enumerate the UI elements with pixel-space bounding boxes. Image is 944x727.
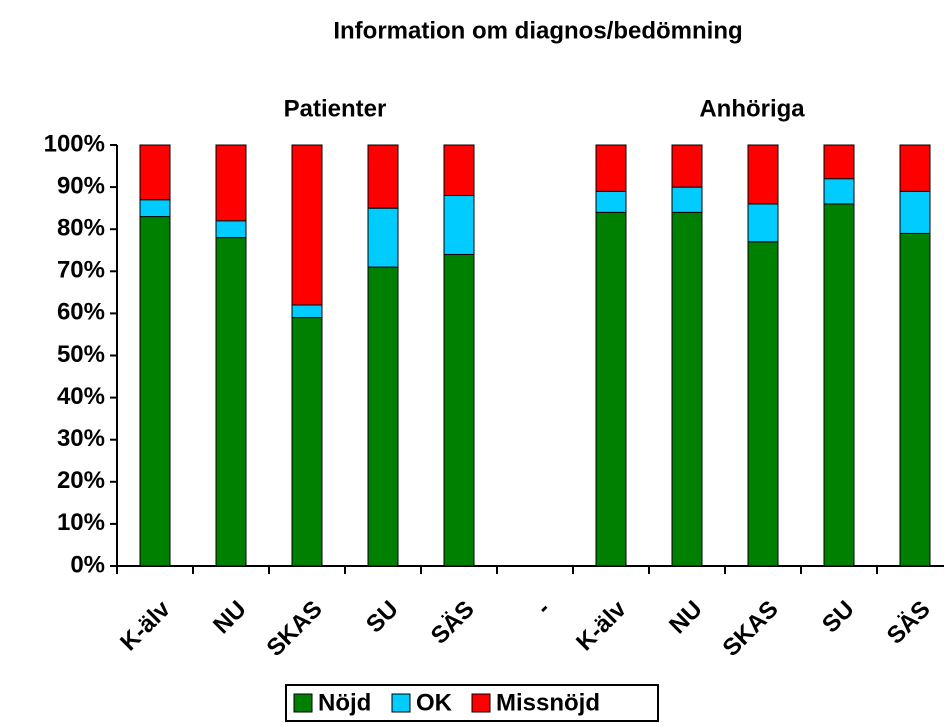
legend-label: OK <box>416 689 453 716</box>
bar-segment <box>443 144 475 197</box>
bar-segment <box>671 211 703 567</box>
bar-segment <box>367 207 399 268</box>
bar-segment <box>215 144 247 222</box>
bar-segment <box>443 253 475 567</box>
x-tick-label: K-älv <box>571 595 632 656</box>
bar-segment <box>595 190 627 213</box>
x-tick-label: NU <box>208 596 252 640</box>
y-tick-label: 50% <box>57 341 105 368</box>
legend-label: Nöjd <box>318 689 371 716</box>
x-tick-label: SÄS <box>426 596 480 650</box>
bar-segment <box>291 317 323 567</box>
y-tick-label: 40% <box>57 383 105 410</box>
x-tick-label: SKAS <box>261 596 327 662</box>
x-tick-label: NU <box>664 596 708 640</box>
y-tick-label: 100% <box>44 130 105 157</box>
bar-segment <box>747 144 779 205</box>
bar-segment <box>291 144 323 306</box>
bar-segment <box>823 178 855 205</box>
y-tick-label: 70% <box>57 257 105 284</box>
bar-segment <box>899 190 931 234</box>
bar-segment <box>671 144 703 188</box>
legend-swatch <box>293 693 313 713</box>
y-tick-label: 60% <box>57 299 105 326</box>
bar-segment <box>899 232 931 567</box>
y-tick-label: 80% <box>57 215 105 242</box>
legend-label: Missnöjd <box>496 689 600 716</box>
y-tick-label: 90% <box>57 172 105 199</box>
bar-segment <box>139 144 171 201</box>
bar-segment <box>823 203 855 567</box>
legend-swatch <box>391 693 411 713</box>
bar-segment <box>823 144 855 180</box>
y-tick-label: 30% <box>57 425 105 452</box>
bar-segment <box>367 144 399 209</box>
bar-segment <box>215 237 247 567</box>
bar-segment <box>595 211 627 567</box>
bar-segment <box>747 203 779 243</box>
bar-segment <box>367 266 399 567</box>
bar-segment <box>899 144 931 192</box>
group-label: Patienter <box>284 95 387 122</box>
y-tick-label: 10% <box>57 509 105 536</box>
bar-segment <box>595 144 627 192</box>
y-tick-label: 0% <box>70 551 105 578</box>
bar-segment <box>215 220 247 239</box>
x-tick-label: SKAS <box>717 596 783 662</box>
bar-segment <box>747 241 779 567</box>
y-tick-label: 20% <box>57 467 105 494</box>
chart-title: Information om diagnos/bedömning <box>333 17 742 44</box>
bar-segment <box>291 304 323 319</box>
bar-segment <box>443 195 475 255</box>
legend-swatch <box>471 693 491 713</box>
x-tick-label: SU <box>361 596 404 639</box>
x-tick-label: - <box>531 596 556 621</box>
bar-segment <box>139 216 171 567</box>
group-label: Anhöriga <box>699 95 805 122</box>
bar-segment <box>139 199 171 218</box>
bar-segment <box>671 186 703 213</box>
x-tick-label: SÄS <box>882 596 936 650</box>
x-tick-label: K-älv <box>115 595 176 656</box>
x-tick-label: SU <box>817 596 860 639</box>
